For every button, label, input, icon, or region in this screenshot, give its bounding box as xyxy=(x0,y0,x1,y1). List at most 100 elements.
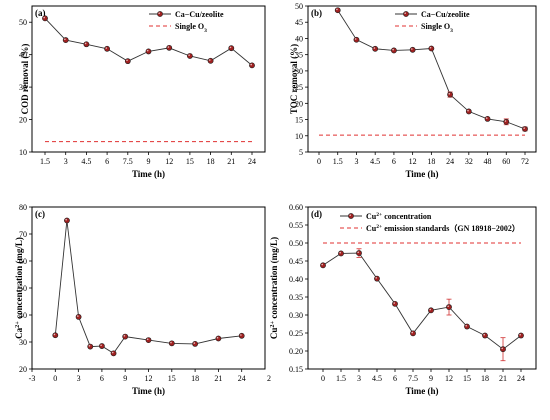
x-tick-label: 21 xyxy=(227,157,235,166)
y-tick-label: 0.60 xyxy=(289,203,303,212)
data-point xyxy=(249,62,255,69)
y-tick-label: 0.15 xyxy=(289,365,303,374)
data-point xyxy=(428,307,434,314)
y-tick-label: 0.25 xyxy=(289,329,303,338)
legend-label: Cu2+ concentration xyxy=(366,212,432,221)
x-tick-label: 18 xyxy=(191,374,199,383)
data-point xyxy=(518,332,524,339)
legend-marker xyxy=(403,11,409,17)
data-point xyxy=(410,330,416,337)
data-point xyxy=(64,217,70,224)
y-tick-label: 0.40 xyxy=(289,275,303,284)
plot-frame xyxy=(307,206,537,370)
x-tick-label: 60 xyxy=(502,157,510,166)
y-tick-label: 30 xyxy=(19,338,27,347)
panel-label: (b) xyxy=(311,8,322,18)
data-point xyxy=(122,333,129,340)
data-point xyxy=(356,250,362,256)
panel-4: 0.15 0.20 0.25 0.30 0.35 0.40 0.45 0.50 0.55 0.60… xyxy=(269,203,537,396)
y-tick-label: 50 xyxy=(19,18,27,27)
data-point xyxy=(353,36,360,43)
legend: Ca−Cu/zeolite Single O3 xyxy=(149,10,224,34)
data-point xyxy=(207,57,214,64)
y-tick-label: 25 xyxy=(295,83,303,92)
panel-label: (d) xyxy=(311,209,322,219)
series-1 xyxy=(52,217,245,357)
data-point xyxy=(320,262,326,269)
data-point xyxy=(75,313,82,320)
data-point xyxy=(465,108,472,115)
data-point xyxy=(87,343,94,350)
y-tick-label: 60 xyxy=(19,257,27,266)
x-tick-label: 6 xyxy=(100,374,104,383)
data-point xyxy=(334,7,341,14)
y-tick-label: 45 xyxy=(295,18,303,27)
x-tick-label: 1.5 xyxy=(336,374,346,383)
plot-frame xyxy=(307,5,537,153)
data-point xyxy=(145,48,152,55)
series-1 xyxy=(334,7,528,132)
plot-frame xyxy=(31,206,266,370)
x-tick-label: 15 xyxy=(186,157,194,166)
y-tick-label: 15 xyxy=(295,116,303,125)
data-point xyxy=(42,15,48,22)
y-tick-label: 0.20 xyxy=(289,347,303,356)
data-point xyxy=(99,343,105,349)
y-tick-label: 10 xyxy=(19,148,27,157)
x-tick-label: 12 xyxy=(409,157,417,166)
x-tick-label: 24 xyxy=(238,374,246,383)
data-point xyxy=(124,58,131,65)
x-tick-label: 7.5 xyxy=(408,374,418,383)
x-tick-label: 18 xyxy=(427,157,435,166)
legend-label: Ca−Cu/zeolite xyxy=(175,10,224,19)
legend: Ca−Cu/zeolite Single O3 xyxy=(395,10,470,34)
data-point xyxy=(500,346,506,353)
x-tick-label: 21 xyxy=(214,374,222,383)
x-tick-label: 0 xyxy=(321,374,325,383)
legend-label: Cu2+ emission standards（GN 18918−2002） xyxy=(366,223,520,233)
x-tick-label: 6 xyxy=(393,374,397,383)
y-axis-title: TOC removal (%) xyxy=(289,44,299,114)
x-tick-label: 9 xyxy=(147,157,151,166)
x-tick-label: 15 xyxy=(463,374,471,383)
series-line xyxy=(44,17,253,66)
panel-2: 5 10 15 20 25 30 35 40 45 50 0 1.5 3 4.5 6 12 18 24 32 48 60… xyxy=(289,2,537,179)
series-line xyxy=(54,220,242,354)
x-tick-label: 1.5 xyxy=(333,157,343,166)
data-point xyxy=(482,332,488,339)
x-tick-label: 3 xyxy=(354,157,358,166)
data-point xyxy=(464,323,470,330)
y-tick-label: 0.50 xyxy=(289,239,303,248)
y-tick-label: 80 xyxy=(19,203,27,212)
y-axis-title: Ca2+ concentration (mg/L) xyxy=(14,237,25,339)
data-point xyxy=(62,37,69,43)
x-tick-label: 1.5 xyxy=(40,157,50,166)
x-tick-label: 6 xyxy=(105,157,109,166)
data-point xyxy=(166,44,173,51)
y-tick-label: 20 xyxy=(19,365,27,374)
legend-marker xyxy=(157,11,163,17)
x-axis-title: Time (h) xyxy=(132,386,165,396)
y-tick-label: 20 xyxy=(19,116,27,125)
data-point xyxy=(83,41,90,48)
x-tick-label: -3 xyxy=(29,374,36,383)
data-point xyxy=(238,332,245,339)
y-tick-label: 35 xyxy=(295,51,303,60)
data-point xyxy=(392,300,398,307)
x-tick-label: 0 xyxy=(53,374,57,383)
y-tick-label: 40 xyxy=(19,311,27,320)
x-tick-label: 4.5 xyxy=(372,374,382,383)
data-point xyxy=(372,45,379,52)
x-tick-label: 15 xyxy=(168,374,176,383)
x-tick-label: 0 xyxy=(317,157,321,166)
data-point xyxy=(447,91,453,98)
data-point xyxy=(409,46,416,53)
legend: Cu2+ concentration Cu2+ emission standard… xyxy=(340,212,520,233)
data-point xyxy=(338,250,344,257)
y-tick-label: 40 xyxy=(19,51,27,60)
x-tick-label: 2 xyxy=(267,374,271,383)
x-tick-label: 18 xyxy=(481,374,489,383)
y-tick-label: 0.45 xyxy=(289,257,303,266)
x-tick-label: 9 xyxy=(429,374,433,383)
